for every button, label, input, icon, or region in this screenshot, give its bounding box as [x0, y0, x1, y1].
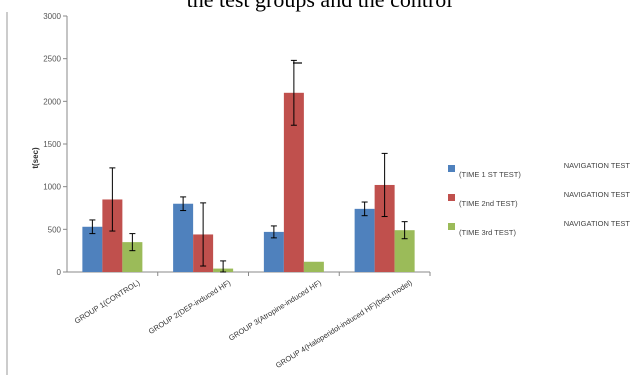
- x-category-label: GROUP 2(DEP-induced HF): [147, 278, 233, 336]
- legend-label: NAVIGATION TEST: [564, 190, 631, 199]
- legend-label: (TIME 3rd TEST): [459, 228, 516, 237]
- y-tick-label: 2500: [43, 55, 61, 64]
- legend-label: (TIME 2nd TEST): [459, 199, 518, 208]
- y-tick-label: 500: [48, 225, 62, 234]
- y-axis-label: t(sec): [31, 147, 40, 169]
- legend-label: (TIME 1 ST TEST): [459, 170, 521, 179]
- x-category-label: GROUP 3(Atropine-induced HF): [227, 278, 323, 343]
- legend-swatch: [448, 223, 455, 230]
- legend-label: NAVIGATION TEST: [564, 219, 631, 228]
- y-tick-label: 3000: [43, 12, 61, 21]
- y-tick-label: 0: [57, 268, 62, 277]
- chart-title: the test groups and the control: [0, 0, 639, 13]
- y-tick-label: 1000: [43, 183, 61, 192]
- y-tick-label: 2000: [43, 97, 61, 106]
- bar: [354, 208, 375, 272]
- bar: [102, 199, 123, 272]
- bar: [82, 226, 103, 272]
- y-tick-label: 1500: [43, 140, 61, 149]
- bar: [122, 242, 143, 272]
- bar: [394, 230, 415, 272]
- bar: [283, 92, 304, 272]
- legend-label: NAVIGATION TEST: [564, 161, 631, 170]
- legend-swatch: [448, 194, 455, 201]
- bar: [173, 203, 194, 272]
- x-category-label: GROUP 1(CONTROL): [73, 278, 142, 326]
- bar: [263, 231, 284, 272]
- bar: [303, 261, 324, 272]
- legend-swatch: [448, 165, 455, 172]
- bar: [374, 184, 395, 272]
